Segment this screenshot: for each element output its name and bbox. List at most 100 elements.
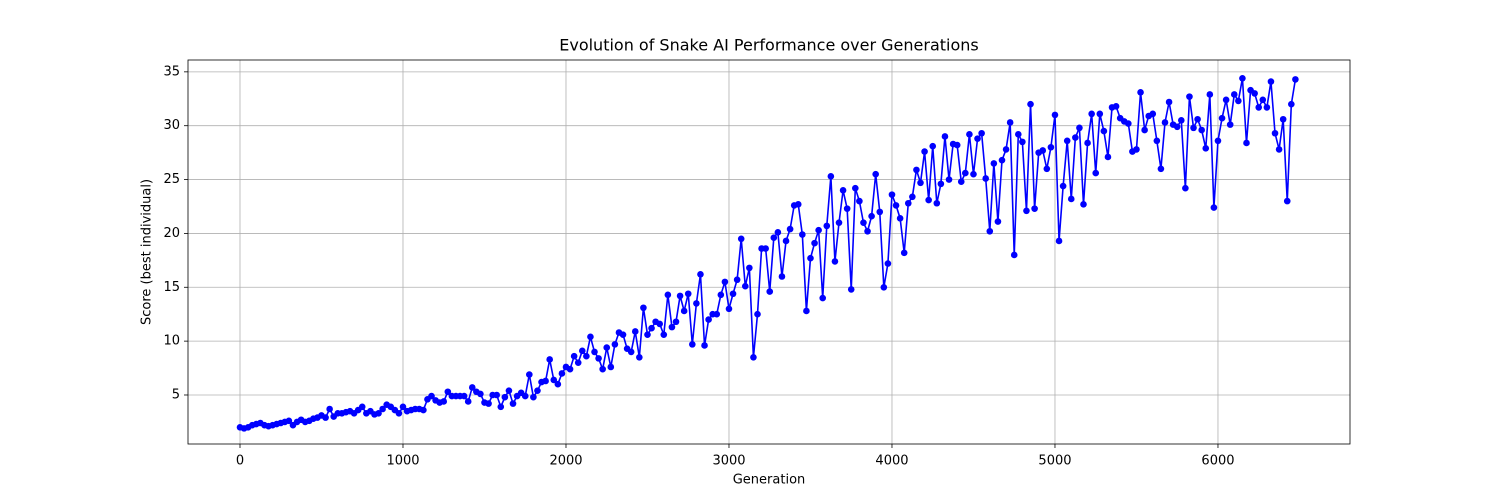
point [444, 388, 452, 396]
point [1067, 195, 1075, 203]
point [1149, 110, 1157, 118]
x-tick-label: 1000 [386, 454, 419, 469]
point [786, 225, 794, 233]
point [917, 179, 924, 187]
point [856, 197, 863, 205]
point [1063, 137, 1071, 145]
point [737, 235, 745, 243]
point [1027, 100, 1034, 108]
y-tick-label: 30 [163, 118, 180, 133]
point [1141, 126, 1148, 134]
point [864, 227, 871, 235]
point [485, 400, 492, 407]
point [1198, 126, 1205, 134]
point [526, 371, 533, 378]
point [1153, 137, 1161, 145]
point [668, 323, 676, 331]
point [1157, 165, 1165, 173]
point [1239, 75, 1246, 82]
point [1023, 207, 1030, 215]
point [815, 226, 822, 234]
point [440, 398, 448, 405]
point [358, 403, 366, 411]
point [460, 392, 468, 400]
point [1190, 124, 1197, 132]
point [583, 352, 590, 360]
x-tick-label: 6000 [1201, 454, 1234, 469]
point [534, 387, 541, 394]
series-line [239, 78, 1297, 430]
y-axis-label: Score (best individual) [140, 179, 155, 325]
point [1137, 89, 1144, 96]
point [880, 283, 888, 291]
y-tick-label: 15 [163, 280, 180, 295]
point [497, 403, 505, 411]
x-tick-label: 5000 [1038, 454, 1071, 469]
plot-frame [187, 59, 1351, 445]
point [322, 414, 329, 421]
chart-title: Evolution of Snake AI Performance over G… [559, 36, 979, 55]
point [664, 291, 672, 299]
point [962, 169, 969, 177]
point [852, 184, 859, 192]
point [860, 219, 867, 226]
point [1031, 205, 1038, 212]
point [648, 324, 655, 332]
point [966, 131, 973, 138]
point [974, 135, 981, 142]
point [574, 359, 582, 366]
point [892, 202, 900, 209]
point [477, 390, 484, 398]
point [640, 304, 647, 312]
x-axis-label: Generation [733, 473, 806, 488]
point [982, 175, 990, 182]
point [1112, 103, 1120, 110]
point [770, 234, 778, 242]
point [1243, 139, 1250, 147]
point [921, 148, 928, 155]
point [847, 286, 855, 293]
point [1002, 146, 1010, 153]
point [1015, 131, 1022, 138]
point [660, 331, 668, 338]
point [530, 393, 537, 401]
point [464, 398, 472, 405]
point [599, 365, 606, 373]
point [1104, 153, 1112, 161]
point [746, 264, 753, 272]
point [326, 405, 333, 413]
point [766, 288, 774, 295]
point [701, 342, 708, 349]
point [1088, 110, 1095, 118]
point [729, 290, 737, 298]
point [909, 193, 916, 201]
point [733, 276, 741, 284]
point [725, 305, 733, 313]
point [1019, 138, 1026, 146]
point [1010, 251, 1018, 259]
point [603, 344, 611, 351]
point [937, 180, 945, 188]
point [521, 392, 529, 400]
point [428, 392, 435, 400]
point [713, 310, 721, 318]
point [1043, 165, 1051, 173]
point [1283, 197, 1291, 205]
point [1222, 96, 1230, 104]
point [611, 341, 619, 348]
point [1047, 143, 1055, 151]
point [1267, 78, 1275, 85]
point [1125, 120, 1132, 127]
point [1092, 169, 1100, 177]
point [636, 353, 643, 361]
y-tick-label: 25 [163, 172, 180, 187]
point [774, 229, 782, 236]
point [468, 384, 476, 391]
point [672, 318, 680, 326]
point [986, 227, 994, 235]
point [888, 191, 896, 198]
point [978, 129, 985, 137]
point [1226, 121, 1234, 128]
point [994, 218, 1002, 225]
